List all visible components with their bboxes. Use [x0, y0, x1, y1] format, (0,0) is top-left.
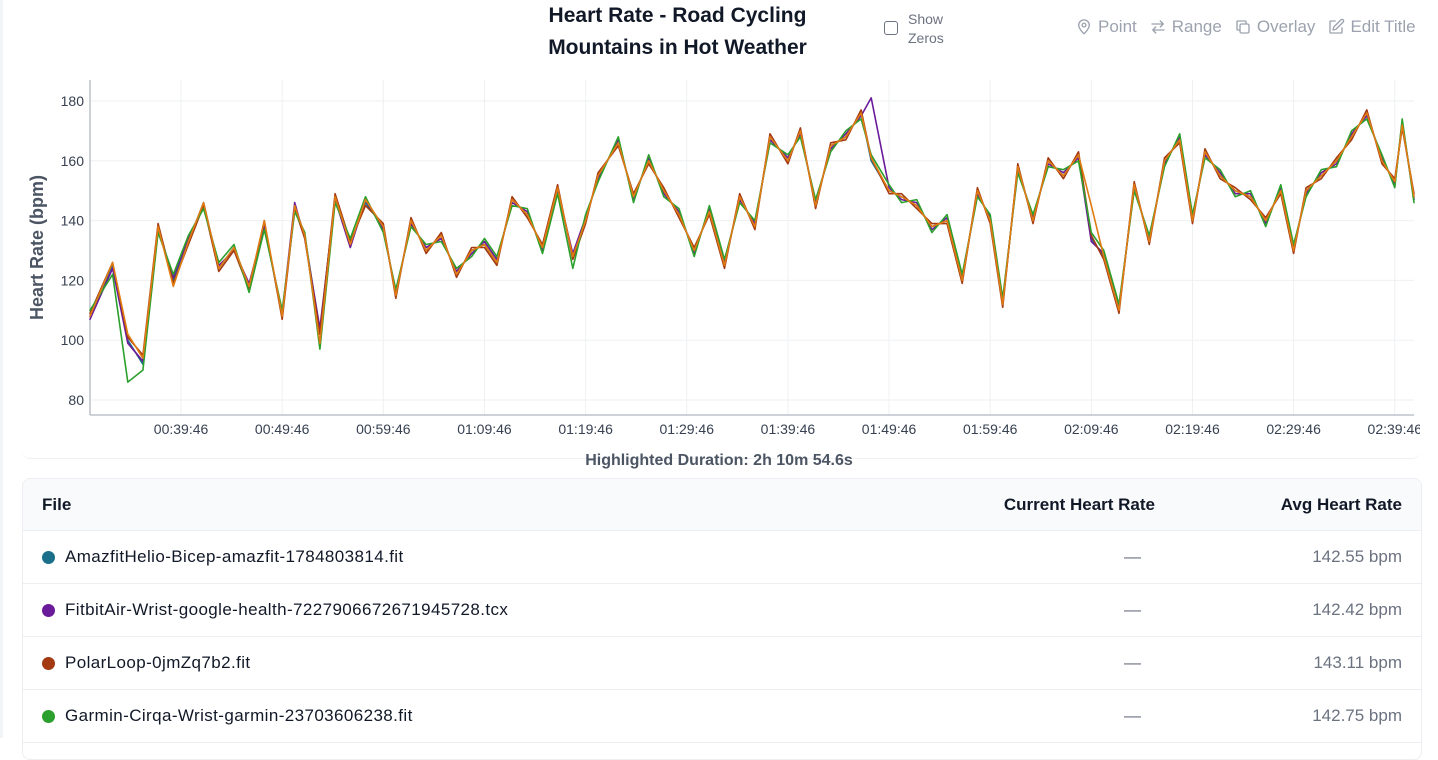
table-row[interactable]: FitbitAir-Wrist-google-health-7227906672… [23, 584, 1421, 637]
series-line-3 [89, 118, 1415, 383]
file-name: FitbitAir-Wrist-google-health-7227906672… [65, 600, 509, 619]
arrows-left-right-icon [1151, 20, 1165, 34]
x-tick-label: 02:29:46 [1266, 421, 1321, 437]
x-tick-label: 01:39:46 [761, 421, 816, 437]
avg-heart-rate: 143.11 bpm [1313, 653, 1402, 672]
y-tick-label: 120 [61, 272, 85, 288]
y-tick-label: 100 [61, 332, 85, 348]
x-tick-label: 00:49:46 [255, 421, 310, 437]
avg-heart-rate: 142.55 bpm [1312, 547, 1402, 566]
series-line-4 [89, 112, 1415, 360]
x-tick-label: 02:19:46 [1165, 421, 1220, 437]
x-tick-label: 00:39:46 [154, 421, 209, 437]
avg-heart-rate: 142.75 bpm [1312, 706, 1402, 725]
chart-title-line2: Mountains in Hot Weather [548, 36, 807, 59]
show-zeros-label: Show Zeros [908, 11, 944, 46]
file-name: Garmin-Cirqa-Wrist-garmin-23703606238.fi… [65, 706, 413, 725]
map-pin-icon [1078, 19, 1090, 35]
series-color-dot [42, 709, 55, 723]
x-tick-label: 00:59:46 [356, 421, 411, 437]
table-row[interactable]: PolarLoop-0jmZq7b2.fit — 143.11 bpm [23, 637, 1421, 690]
y-tick-label: 80 [68, 392, 84, 408]
current-heart-rate: — [1124, 600, 1141, 619]
current-heart-rate: — [1124, 706, 1141, 725]
x-tick-label: 01:29:46 [660, 421, 715, 437]
point-button[interactable]: Point [1075, 17, 1137, 37]
y-tick-label: 140 [61, 213, 85, 229]
show-zeros-toggle[interactable]: Show Zeros [884, 10, 944, 48]
file-name: AmazfitHelio-Bicep-amazfit-1784803814.fi… [65, 547, 404, 566]
avg-heart-rate: 142.42 bpm [1312, 600, 1402, 619]
overlay-label: Overlay [1256, 17, 1316, 36]
chart-title-line1: Heart Rate - Road Cycling [548, 4, 807, 27]
series-color-dot [42, 550, 55, 564]
x-tick-label: 01:09:46 [457, 421, 512, 437]
heart-rate-chart[interactable]: 80 100 120 140 160 180 00:39:46 00:49:46 00:59:4… [22, 64, 1420, 458]
files-table: File Current Heart Rate Avg Heart Rate A… [22, 478, 1422, 760]
copy-icon [1236, 20, 1250, 34]
table-header: File Current Heart Rate Avg Heart Rate [23, 479, 1421, 531]
y-tick-label: 160 [61, 153, 85, 169]
file-name: PolarLoop-0jmZq7b2.fit [65, 653, 251, 672]
range-button[interactable]: Range [1149, 17, 1222, 37]
highlighted-duration: Highlighted Duration: 2h 10m 54.6s [585, 452, 853, 469]
edit-icon [1329, 18, 1345, 34]
left-border [0, 0, 3, 738]
series-line-2 [89, 109, 1415, 357]
current-heart-rate: — [1124, 547, 1141, 566]
chart-title: Heart Rate - Road Cycling Mountains in H… [520, 0, 835, 64]
header-file: File [42, 494, 72, 514]
edit-title-button[interactable]: Edit Title [1327, 17, 1416, 37]
show-zeros-checkbox[interactable] [884, 21, 898, 35]
header-current-heart-rate: Current Heart Rate [1003, 494, 1155, 514]
table-row[interactable]: AmazfitHelio-Bicep-amazfit-1784803814.fi… [23, 531, 1421, 584]
chart-toolbar: Point Range Overlay Edit Title [1075, 17, 1428, 37]
overlay-button[interactable]: Overlay [1234, 17, 1316, 37]
y-axis-label: Heart Rate (bpm) [27, 175, 47, 320]
series-line-1 [89, 97, 1415, 363]
series-color-dot [42, 656, 55, 670]
range-label: Range [1171, 17, 1222, 36]
y-tick-label: 180 [61, 93, 85, 109]
chart-container: 80 100 120 140 160 180 00:39:46 00:49:46 00:59:4… [22, 64, 1420, 459]
table-row[interactable]: Garmin-Cirqa-Wrist-garmin-23703606238.fi… [23, 690, 1421, 743]
series-line-0 [89, 112, 1415, 366]
x-tick-label: 02:09:46 [1064, 421, 1119, 437]
header-avg-heart-rate: Avg Heart Rate [1280, 494, 1402, 514]
current-heart-rate: — [1124, 653, 1141, 672]
edit-title-label: Edit Title [1350, 17, 1416, 36]
point-label: Point [1098, 17, 1137, 36]
x-tick-label: 02:39:46 [1368, 421, 1420, 437]
series-color-dot [42, 603, 55, 617]
x-tick-label: 01:59:46 [963, 421, 1018, 437]
x-tick-label: 01:49:46 [862, 421, 917, 437]
x-tick-label: 01:19:46 [558, 421, 613, 437]
